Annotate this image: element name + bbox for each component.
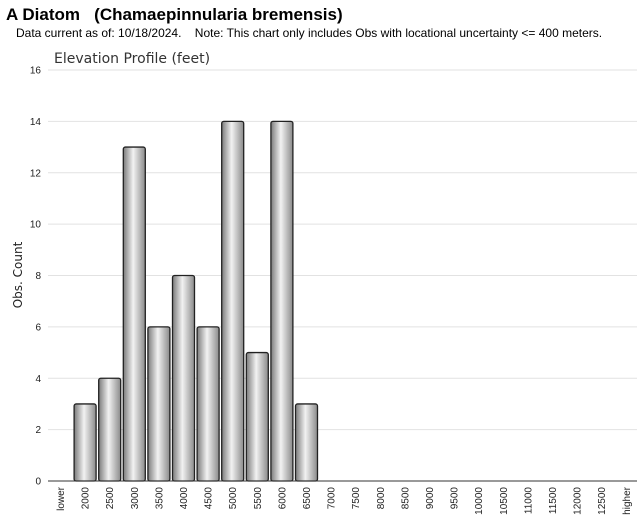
y-tick-label: 0	[35, 477, 41, 488]
x-tick-label: 7500	[351, 487, 362, 510]
bar-5500	[245, 351, 269, 482]
bar-2000	[73, 403, 97, 482]
x-tick-label: higher	[622, 486, 633, 514]
x-tick-labels: lower 2000 2500 3000 3500 4000 4500 5000 5500 600…	[56, 486, 633, 514]
x-tick-label: 10000	[474, 487, 485, 515]
y-tick-label: 2	[35, 425, 41, 436]
x-tick-label: 8500	[400, 487, 411, 510]
x-tick-label: 6500	[302, 487, 313, 510]
x-tick-label: 12000	[573, 487, 584, 515]
x-tick-label: lower	[56, 486, 67, 511]
bars	[73, 120, 319, 482]
x-tick-label: 3500	[154, 487, 165, 510]
bar-2500	[98, 377, 122, 482]
y-tick-label: 4	[35, 374, 41, 385]
x-tick-label: 9000	[425, 487, 436, 510]
bar-6000	[270, 120, 294, 482]
grid-lines	[48, 69, 637, 431]
chart-title: A Diatom (Chamaepinnularia bremensis)	[6, 5, 343, 24]
plot-subtitle: Elevation Profile (feet)	[54, 51, 210, 67]
y-tick-label: 12	[30, 168, 42, 179]
x-tick-label: 11500	[548, 487, 559, 515]
bar-5000	[221, 120, 245, 482]
x-tick-label: 5000	[228, 487, 239, 510]
x-tick-label: 4500	[204, 487, 215, 510]
y-axis-label: Obs. Count	[11, 241, 25, 308]
x-tick-label: 6000	[277, 487, 288, 510]
y-tick-label: 10	[30, 220, 42, 231]
x-tick-label: 10500	[499, 487, 510, 515]
x-tick-label: 4000	[179, 487, 190, 510]
x-tick-label: 2000	[81, 487, 92, 510]
x-tick-label: 12500	[597, 487, 608, 515]
x-tick-label: 11000	[523, 487, 534, 515]
x-tick-label: 5500	[253, 487, 264, 510]
x-tick-label: 3000	[130, 487, 141, 510]
data-note: Data current as of: 10/18/2024. Note: Th…	[16, 26, 603, 40]
x-tick-label: 8000	[376, 487, 387, 510]
x-tick-label: 7000	[327, 487, 338, 510]
y-tick-label: 14	[30, 117, 42, 128]
y-tick-labels: 0 2 4 6 8 10 12 14 16	[30, 66, 42, 488]
bar-4000	[171, 274, 196, 482]
y-tick-label: 8	[35, 271, 41, 282]
y-tick-label: 6	[35, 322, 41, 333]
bar-3000	[122, 146, 146, 482]
y-tick-label: 16	[30, 66, 42, 77]
bar-3500	[147, 326, 171, 482]
x-tick-label: 9500	[450, 487, 461, 510]
bar-6500	[294, 403, 319, 482]
bar-4500	[196, 326, 220, 482]
x-tick-label: 2500	[105, 487, 116, 510]
